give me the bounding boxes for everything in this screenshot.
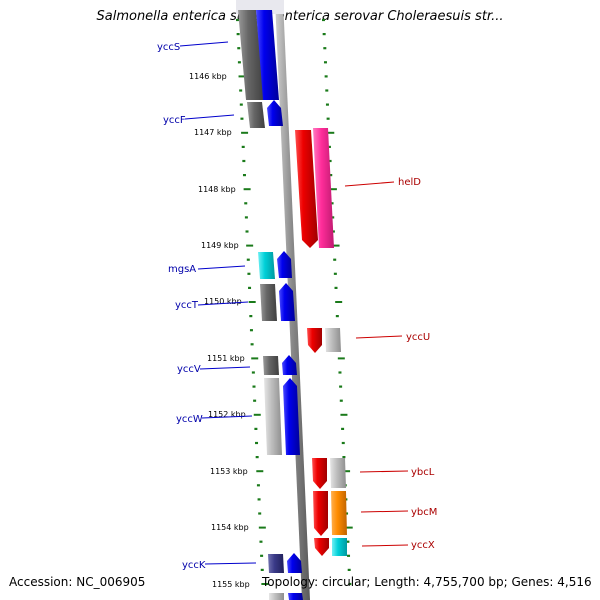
gene-yccF-gray-block: [247, 102, 265, 128]
gene-label-yccX: yccX: [411, 540, 435, 551]
gene-yccS-blue-block: [256, 10, 279, 100]
gene-ybcL-red-arrow: [312, 458, 327, 489]
gene-label-yccT: yccT: [175, 300, 199, 311]
gene-yccK-blue-arrow: [287, 553, 302, 573]
kbp-label: 1146 kbp: [189, 72, 227, 81]
gene-yccS-gray-block: [238, 10, 264, 100]
right-gene-labels: helD yccU ybcL ybcM yccX: [344, 177, 437, 551]
gene-yccT: [260, 283, 295, 321]
leader-line: [360, 510, 409, 513]
gene-helD: [295, 128, 334, 248]
gene-label-yccK: yccK: [182, 560, 206, 571]
gene-yccU: [307, 328, 341, 353]
gene-ybcL-gray-block: [330, 458, 346, 488]
gene-mgsA-blue-arrow: [277, 251, 292, 278]
gene-helD-red-arrow: [295, 130, 318, 248]
kbp-label: 1148 kbp: [198, 185, 236, 194]
gene-mgsA-cyan-block: [258, 252, 275, 279]
gene-label-yccV: yccV: [177, 364, 201, 375]
gene-label-yccF: yccF: [163, 115, 186, 126]
accession-label: Accession: NC_006905: [9, 575, 146, 589]
gene-label-yccS: yccS: [157, 42, 180, 53]
kbp-label: 1151 kbp: [207, 354, 245, 363]
leader-line: [197, 301, 249, 306]
gene-yccX: [314, 538, 347, 556]
kbp-label: 1149 kbp: [201, 241, 239, 250]
gene-yccF: [247, 100, 283, 128]
kbp-label: 1153 kbp: [210, 467, 248, 476]
left-tick-track: [236, 18, 269, 585]
gene-label-helD: helD: [398, 177, 421, 188]
gene-mgsA: [258, 251, 292, 279]
gene-yccS: [238, 10, 279, 100]
leader-line: [201, 415, 253, 419]
gene-yccX-red-arrow: [314, 538, 329, 556]
left-gene-labels: yccS yccF mgsA yccT yccV yccW yccK: [157, 41, 257, 571]
gene-yccK-light-block: [269, 593, 284, 600]
kbp-label: 1150 kbp: [204, 297, 242, 306]
kbp-scale: 1146 kbp 1147 kbp 1148 kbp 1149 kbp 1150…: [189, 72, 250, 589]
gene-helD-pink-block: [313, 128, 334, 248]
kbp-label: 1152 kbp: [208, 410, 246, 419]
leader-line: [179, 41, 229, 47]
leader-line: [197, 265, 246, 270]
gene-yccW-blue-arrow: [283, 378, 300, 455]
gene-ybcM-red-arrow: [313, 491, 328, 536]
gene-ybcM-orange-block: [331, 491, 347, 535]
gene-yccX-cyan-block: [332, 538, 347, 556]
map-title: Salmonella enterica subsp. enterica sero…: [96, 9, 504, 24]
kbp-label: 1155 kbp: [212, 580, 250, 589]
kbp-label: 1147 kbp: [194, 128, 232, 137]
gene-yccU-gray-block: [325, 328, 341, 352]
gene-yccK-blue-tail: [288, 593, 303, 600]
gene-label-yccW: yccW: [176, 414, 203, 425]
gene-yccT-blue-arrow: [279, 283, 295, 321]
gene-ybcM: [313, 491, 347, 536]
leader-line: [355, 335, 403, 339]
gene-yccK-navy-block: [268, 554, 284, 573]
gene-label-mgsA: mgsA: [168, 264, 196, 275]
gene-yccK: [268, 553, 303, 600]
gene-yccT-gray-block: [260, 284, 277, 321]
genome-summary: Topology: circular; Length: 4,755,700 bp…: [262, 575, 592, 589]
leader-line: [199, 366, 251, 370]
gene-label-ybcL: ybcL: [411, 467, 435, 478]
gene-yccV: [263, 355, 297, 375]
kbp-label: 1154 kbp: [211, 523, 249, 532]
leader-line: [359, 470, 409, 473]
gene-yccF-blue-arrow: [267, 100, 283, 126]
leader-line: [361, 544, 409, 547]
gene-yccU-red-arrow: [307, 328, 322, 353]
leader-line: [344, 181, 395, 187]
leader-line: [204, 562, 257, 565]
gene-yccW-gray-block: [264, 378, 282, 455]
leader-line: [184, 114, 235, 120]
gene-ybcL: [312, 458, 346, 489]
gene-yccW: [264, 378, 300, 455]
gene-label-ybcM: ybcM: [411, 507, 437, 518]
gene-yccV-gray-block: [263, 356, 279, 375]
gene-label-yccU: yccU: [406, 332, 430, 343]
gene-yccV-blue-arrow: [282, 355, 297, 375]
